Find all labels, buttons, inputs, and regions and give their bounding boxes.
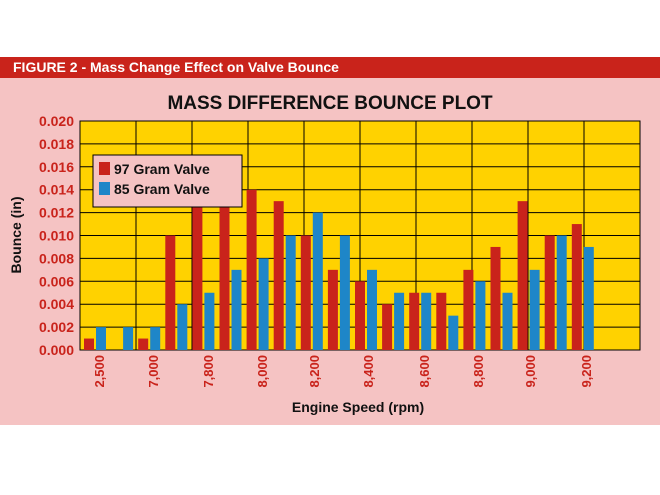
bar-97-gram bbox=[273, 201, 284, 350]
bar-97-gram bbox=[436, 292, 447, 350]
x-tick-label: 9,000 bbox=[523, 355, 538, 388]
x-axis-label: Engine Speed (rpm) bbox=[292, 399, 424, 415]
bars bbox=[84, 189, 594, 350]
bar-97-gram bbox=[138, 338, 149, 350]
legend-box bbox=[92, 154, 243, 208]
bar-97-gram bbox=[544, 235, 555, 350]
y-tick-labels: 0.000 0.002 0.004 0.006 0.008 0.010 0.012 0.014… bbox=[39, 113, 74, 358]
bar-85-gram bbox=[123, 327, 134, 350]
bar-85-gram bbox=[367, 269, 377, 350]
bar-85-gram bbox=[258, 258, 269, 350]
bar-85-gram bbox=[150, 327, 161, 350]
bar-85-gram bbox=[339, 235, 350, 350]
bar-85-gram bbox=[312, 212, 323, 350]
bar-97-gram bbox=[490, 246, 501, 350]
y-tick-label: 0.010 bbox=[39, 228, 74, 244]
x-tick-label: 7,800 bbox=[201, 355, 216, 388]
bar-85-gram bbox=[583, 246, 594, 350]
y-tick-label: 0.016 bbox=[39, 159, 74, 175]
figure-header-text: FIGURE 2 - Mass Change Effect on Valve B… bbox=[13, 59, 339, 75]
bar-97-gram bbox=[84, 338, 94, 350]
bounce-chart: MASS DIFFERENCE BOUNCE PLOT 0.0000.0020.… bbox=[8, 93, 641, 415]
y-tick-label: 0.018 bbox=[39, 136, 74, 152]
y-axis-label: Bounce (in) bbox=[8, 197, 24, 274]
bar-85-gram bbox=[529, 269, 540, 350]
bar-97-gram bbox=[165, 235, 176, 350]
y-tick-label: 0.002 bbox=[39, 319, 74, 335]
y-tick-label: 0.014 bbox=[39, 182, 74, 198]
legend: 97 Gram Valve 85 Gram Valve bbox=[92, 154, 243, 208]
bar-97-gram bbox=[382, 304, 393, 350]
legend-swatch-85-gram bbox=[99, 182, 110, 195]
bar-97-gram bbox=[192, 201, 203, 350]
bar-85-gram bbox=[502, 292, 513, 350]
bar-85-gram bbox=[421, 292, 432, 350]
bar-97-gram bbox=[409, 292, 420, 350]
x-tick-label: 8,800 bbox=[471, 355, 486, 388]
chart-title: MASS DIFFERENCE BOUNCE PLOT bbox=[167, 93, 493, 114]
bar-85-gram bbox=[231, 269, 242, 350]
y-tick-label: 0.008 bbox=[39, 250, 74, 266]
bar-85-gram bbox=[96, 327, 106, 350]
x-tick-label: 2,500 bbox=[92, 355, 107, 388]
x-tick-label: 8,400 bbox=[361, 355, 376, 388]
y-tick-label: 0.006 bbox=[39, 273, 74, 289]
x-tick-label: 8,000 bbox=[255, 355, 270, 388]
y-tick-label: 0.000 bbox=[39, 342, 74, 358]
bar-97-gram bbox=[246, 189, 257, 350]
bar-85-gram bbox=[556, 235, 567, 350]
legend-swatch-97-gram bbox=[99, 162, 110, 175]
x-tick-label: 9,200 bbox=[579, 355, 594, 388]
figure-panel: FIGURE 2 - Mass Change Effect on Valve B… bbox=[0, 57, 660, 425]
legend-label-97-gram: 97 Gram Valve bbox=[114, 161, 210, 177]
bar-97-gram bbox=[571, 224, 582, 350]
bar-97-gram bbox=[463, 269, 474, 350]
y-tick-label: 0.012 bbox=[39, 205, 74, 221]
bar-85-gram bbox=[394, 292, 405, 350]
bar-85-gram bbox=[448, 315, 459, 350]
bar-97-gram bbox=[517, 201, 528, 350]
x-tick-label: 8,200 bbox=[307, 355, 322, 388]
bar-85-gram bbox=[177, 304, 188, 350]
bar-97-gram bbox=[219, 201, 230, 350]
y-tick-label: 0.020 bbox=[39, 113, 74, 129]
y-tick-label: 0.004 bbox=[39, 296, 74, 312]
bar-97-gram bbox=[327, 269, 338, 350]
legend-label-85-gram: 85 Gram Valve bbox=[114, 181, 210, 197]
x-tick-label: 7,000 bbox=[146, 355, 161, 388]
bar-85-gram bbox=[475, 281, 486, 350]
bar-97-gram bbox=[300, 235, 311, 350]
figure-header: FIGURE 2 - Mass Change Effect on Valve B… bbox=[0, 57, 660, 78]
x-tick-labels: 2,500 7,000 7,800 8,000 8,200 8,400 8,600 8,800… bbox=[92, 355, 594, 388]
bar-85-gram bbox=[204, 292, 215, 350]
bar-97-gram bbox=[355, 281, 365, 350]
x-tick-label: 8,600 bbox=[417, 355, 432, 388]
bar-85-gram bbox=[285, 235, 296, 350]
